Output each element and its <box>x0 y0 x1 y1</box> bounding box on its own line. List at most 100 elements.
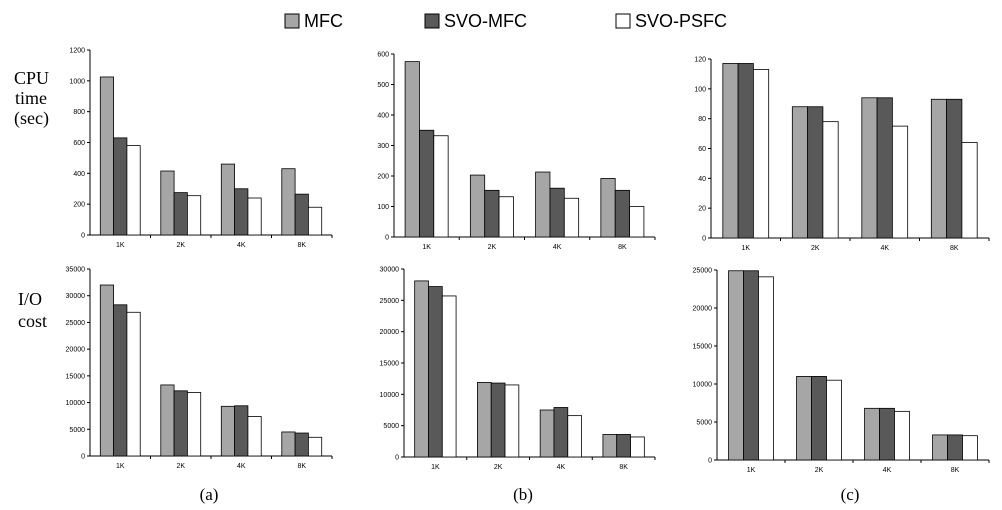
x-tick-label: 1K <box>431 464 440 471</box>
y-tick-label: 25000 <box>66 320 86 327</box>
x-tick-label: 2K <box>494 464 503 471</box>
y-tick-label: 500 <box>377 82 389 89</box>
y-tick-label: 10000 <box>380 392 400 399</box>
bar-mfc-2k <box>796 375 812 461</box>
bar-mfc-1k <box>99 284 114 457</box>
chart-cpu-a: 0 200 400 600 800 1000 1200 1K 2K 4K 8K <box>69 48 333 249</box>
bar-mfc-8k <box>281 168 296 236</box>
bar-mfc-8k <box>930 98 948 239</box>
bar-mfc-2k <box>160 170 175 236</box>
bar-svo-mfc-1k <box>743 270 759 461</box>
y-tick-label: 0 <box>395 455 399 462</box>
y-tick-label: 30000 <box>380 267 400 274</box>
y-tick-label: 120 <box>694 57 706 64</box>
y-tick-label: 400 <box>73 171 85 178</box>
x-tick-label: 1K <box>747 467 756 474</box>
bar-mfc-2k <box>791 106 809 239</box>
bar-svo-mfc-4k <box>234 405 249 457</box>
bar-svo-mfc-8k <box>294 432 309 457</box>
y-tick-label: 20 <box>698 206 706 213</box>
bar-svo-psfc-2k <box>822 121 839 239</box>
bar-svo-psfc-8k <box>308 436 323 457</box>
bar-svo-mfc-1k <box>419 129 435 238</box>
bar-svo-mfc-4k <box>879 407 895 461</box>
bar-mfc-1k <box>722 63 739 239</box>
bar-svo-mfc-1k <box>737 63 754 239</box>
chart-cpu-b: 0 100 200 300 400 500 600 1K 2K 4K 8K <box>377 52 656 251</box>
bar-svo-psfc-1k <box>433 135 449 238</box>
panel-label-b: (b) <box>513 485 533 504</box>
bar-mfc-1k <box>728 270 744 461</box>
panel-label-c: (c) <box>841 485 860 504</box>
y-tick-label: 20000 <box>380 329 400 336</box>
bar-svo-psfc-4k <box>567 415 582 458</box>
y-tick-label: 100 <box>694 86 706 93</box>
bar-mfc-2k <box>469 174 486 238</box>
bar-mfc-4k <box>861 97 878 239</box>
x-tick-label: 2K <box>488 244 497 251</box>
y-tick-label: 30000 <box>66 293 86 300</box>
legend-swatch-mfc <box>284 13 300 29</box>
y-tick-label: 5000 <box>383 423 399 430</box>
bar-svo-psfc-1k <box>441 295 457 458</box>
legend-swatch-svo-psfc <box>615 13 631 29</box>
bar-svo-mfc-8k <box>947 434 963 461</box>
bar-svo-psfc-2k <box>826 379 842 461</box>
bar-mfc-8k <box>281 431 296 457</box>
bar-svo-psfc-8k <box>962 435 978 461</box>
x-tick-label: 1K <box>116 242 125 249</box>
y-tick-label: 25000 <box>380 298 400 305</box>
legend-label-svo-psfc: SVO-PSFC <box>635 11 727 31</box>
row-label-cpu-line1: CPU <box>14 68 49 88</box>
x-tick-label: 4K <box>553 244 562 251</box>
bar-svo-psfc-8k <box>308 206 323 236</box>
x-tick-label: 2K <box>176 242 185 249</box>
y-tick-label: 200 <box>377 174 389 181</box>
bar-svo-psfc-1k <box>126 145 141 236</box>
bar-mfc-1k <box>404 61 420 238</box>
x-tick-label: 4K <box>237 242 246 249</box>
bar-svo-psfc-2k <box>504 384 520 458</box>
x-tick-label: 4K <box>557 464 566 471</box>
bar-mfc-4k <box>220 405 235 457</box>
row-label-cpu-line3: (sec) <box>14 108 49 129</box>
x-tick-label: 8K <box>297 242 306 249</box>
x-tick-label: 8K <box>618 244 627 251</box>
y-tick-label: 20000 <box>693 306 713 313</box>
bar-svo-mfc-8k <box>614 189 630 238</box>
x-tick-label: 2K <box>811 245 820 252</box>
x-tick-label: 1K <box>422 244 431 251</box>
y-tick-label: 25000 <box>693 268 713 275</box>
bar-svo-mfc-2k <box>173 390 188 457</box>
bar-mfc-1k <box>414 280 429 458</box>
row-label-io-line2: cost <box>18 311 47 331</box>
bar-mfc-4k <box>220 163 235 236</box>
bar-svo-mfc-8k <box>616 434 631 458</box>
x-tick-label: 8K <box>951 467 960 474</box>
bar-svo-mfc-8k <box>946 98 963 239</box>
y-tick-label: 1200 <box>69 48 85 55</box>
x-tick-label: 2K <box>176 463 185 470</box>
bar-svo-psfc-2k <box>498 196 514 238</box>
bar-svo-psfc-1k <box>126 311 141 457</box>
chart-cpu-c: 0 20 40 60 80 100 120 1K 2K 4K 8K <box>694 57 990 252</box>
bar-mfc-1k <box>99 76 114 236</box>
y-tick-label: 0 <box>708 458 712 465</box>
row-label-io-cost: I/O cost <box>18 289 47 331</box>
x-tick-label: 4K <box>880 245 889 252</box>
bar-mfc-4k <box>864 407 880 461</box>
y-tick-label: 60 <box>698 146 706 153</box>
row-label-io-line1: I/O <box>18 289 42 309</box>
bar-svo-mfc-2k <box>484 189 500 238</box>
bar-svo-psfc-4k <box>563 197 580 238</box>
y-tick-label: 200 <box>73 202 85 209</box>
bar-svo-mfc-4k <box>234 188 249 236</box>
bar-mfc-4k <box>539 409 555 458</box>
y-tick-label: 300 <box>377 143 389 150</box>
bar-svo-psfc-2k <box>187 195 202 236</box>
y-tick-label: 80 <box>698 116 706 123</box>
y-tick-label: 15000 <box>66 373 86 380</box>
bar-svo-psfc-8k <box>629 206 645 238</box>
bar-mfc-8k <box>600 178 616 238</box>
